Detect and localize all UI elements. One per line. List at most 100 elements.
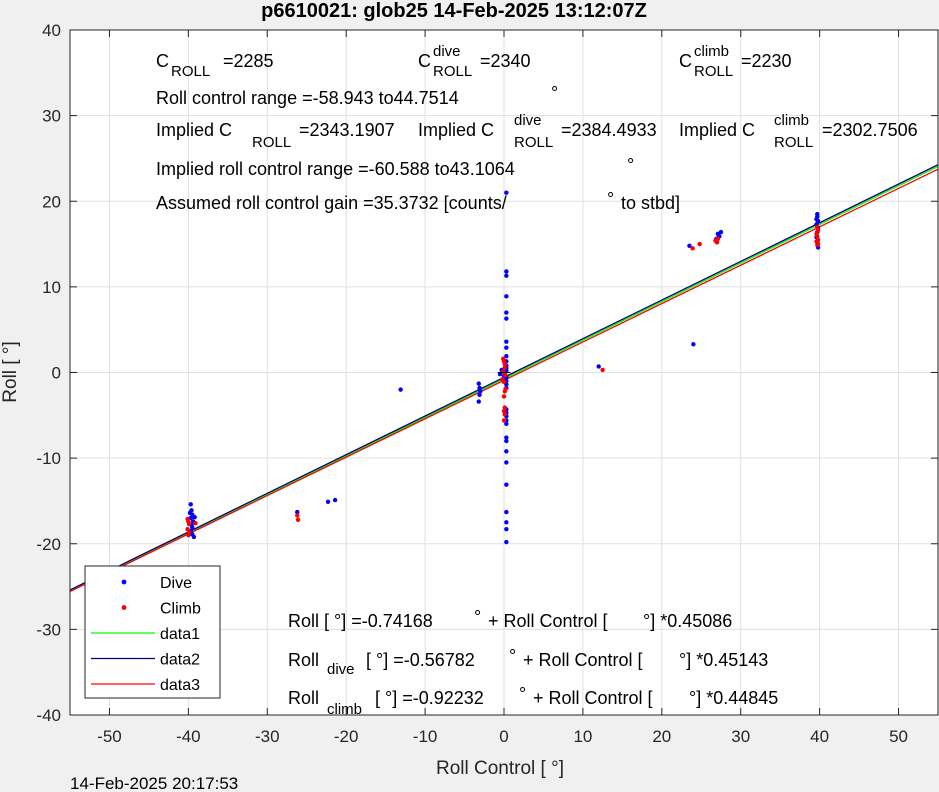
point-dive <box>504 509 509 515</box>
point-dive <box>687 243 692 248</box>
svg-text:+ Roll Control [: + Roll Control [ <box>488 611 608 631</box>
point-dive <box>504 435 509 440</box>
point-dive <box>497 372 503 377</box>
x-tick-label: -10 <box>413 727 438 746</box>
fit-equation-dive: Roll dive [ °] =-0.56782 ° + Roll Contro… <box>288 646 768 678</box>
svg-text:Roll [ °] =-0.74168: Roll [ °] =-0.74168 <box>288 611 433 631</box>
point-dive <box>504 354 509 359</box>
point-dive <box>190 525 195 530</box>
point-dive <box>504 316 509 321</box>
y-tick-label: -30 <box>36 620 61 639</box>
svg-text:climb: climb <box>774 112 809 129</box>
point-dive <box>504 269 509 274</box>
point-climb <box>193 521 198 526</box>
svg-text:°] *0.45143: °] *0.45143 <box>679 650 768 670</box>
chart-title: p6610021: glob25 14-Feb-2025 13:12:07Z <box>261 0 647 22</box>
point-dive <box>504 539 509 545</box>
c-roll-annotation: C ROLL =2285 <box>156 51 274 80</box>
svg-text:=2285: =2285 <box>223 51 274 71</box>
svg-text:°] *0.44845: °] *0.44845 <box>689 688 778 708</box>
svg-text:°: ° <box>519 684 526 704</box>
svg-text:°] *0.45086: °] *0.45086 <box>643 611 732 631</box>
point-dive <box>716 233 721 238</box>
implied-c-roll-climb: Implied C climb ROLL =2302.7506 <box>679 112 918 151</box>
point-climb <box>185 526 190 532</box>
svg-text:°: ° <box>509 646 516 666</box>
point-dive <box>504 526 509 532</box>
x-tick-label: 20 <box>652 727 671 746</box>
point-dive <box>187 510 193 516</box>
point-dive <box>504 190 509 195</box>
x-tick-label: 0 <box>499 727 508 746</box>
y-axis-label: Roll [ °] <box>0 341 21 402</box>
point-dive <box>504 339 509 344</box>
x-tick-label: 40 <box>810 727 829 746</box>
svg-text:Implied C: Implied C <box>156 120 232 140</box>
svg-text:Roll: Roll <box>288 688 319 708</box>
svg-text:[ °] =-0.56782: [ °] =-0.56782 <box>366 650 475 670</box>
degree-mark: ° <box>607 189 614 209</box>
point-dive <box>476 399 481 404</box>
point-climb <box>186 521 192 527</box>
fit-equation-all: Roll [ °] =-0.74168 ° + Roll Control [ °… <box>288 607 732 631</box>
svg-text:climb: climb <box>327 701 362 718</box>
legend: Dive Climb data1 data2 data3 <box>84 565 221 699</box>
implied-c-roll: Implied C ROLL =2343.1907 <box>156 120 395 151</box>
legend-marker-dive <box>121 579 127 585</box>
c-roll-climb-annotation: C climb ROLL =2230 <box>679 43 792 80</box>
point-climb <box>501 408 507 414</box>
legend-label-dive: Dive <box>160 575 192 592</box>
point-climb <box>815 224 820 230</box>
point-climb <box>503 372 508 378</box>
point-dive <box>504 520 509 525</box>
point-dive <box>815 218 821 224</box>
svg-text:Implied C: Implied C <box>679 120 755 140</box>
implied-roll-control-range: Implied roll control range =-60.588 to43… <box>156 159 515 179</box>
point-climb <box>815 228 821 233</box>
svg-text:[ °] =-0.92232: [ °] =-0.92232 <box>375 688 484 708</box>
svg-text:=2384.4933: =2384.4933 <box>561 120 657 140</box>
point-dive <box>596 364 601 369</box>
point-dive <box>504 449 509 454</box>
svg-text:C: C <box>679 51 692 71</box>
y-tick-label: -10 <box>36 449 61 468</box>
point-climb <box>815 234 820 239</box>
fit-equation-climb: Roll climb [ °] =-0.92232 ° + Roll Contr… <box>288 684 778 718</box>
degree-mark: ° <box>551 83 558 103</box>
point-dive <box>192 515 197 520</box>
point-dive <box>477 385 482 391</box>
timestamp: 14-Feb-2025 20:17:53 <box>70 774 238 792</box>
svg-text:climb: climb <box>694 43 729 60</box>
y-tick-label: 30 <box>42 107 61 126</box>
y-tick-label: 10 <box>42 278 61 297</box>
point-climb <box>501 418 507 423</box>
svg-text:+ Roll Control [: + Roll Control [ <box>533 688 653 708</box>
point-climb <box>714 240 720 245</box>
point-climb <box>697 241 702 247</box>
svg-text:dive: dive <box>514 112 542 129</box>
y-tick-label: 40 <box>42 21 61 40</box>
assumed-gain-suffix: to stbd] <box>621 193 680 213</box>
point-dive <box>504 273 509 278</box>
point-climb <box>501 379 507 385</box>
point-climb <box>600 367 605 373</box>
point-dive <box>504 482 509 487</box>
point-climb <box>501 394 507 399</box>
point-dive <box>718 229 724 235</box>
svg-text:=2230: =2230 <box>741 51 792 71</box>
point-climb <box>502 389 507 394</box>
svg-text:ROLL: ROLL <box>774 134 813 151</box>
svg-text:=2302.7506: =2302.7506 <box>822 120 918 140</box>
svg-text:C: C <box>156 51 169 71</box>
legend-label-data1: data1 <box>160 626 200 643</box>
point-dive <box>191 534 197 540</box>
point-climb <box>295 517 301 522</box>
point-dive <box>188 502 193 507</box>
svg-text:=2340: =2340 <box>480 51 531 71</box>
svg-text:Implied C: Implied C <box>418 120 494 140</box>
point-dive <box>332 497 338 503</box>
svg-text:ROLL: ROLL <box>252 134 291 151</box>
legend-marker-climb <box>121 605 127 610</box>
implied-c-roll-dive: Implied C dive ROLL =2384.4933 <box>418 112 657 151</box>
